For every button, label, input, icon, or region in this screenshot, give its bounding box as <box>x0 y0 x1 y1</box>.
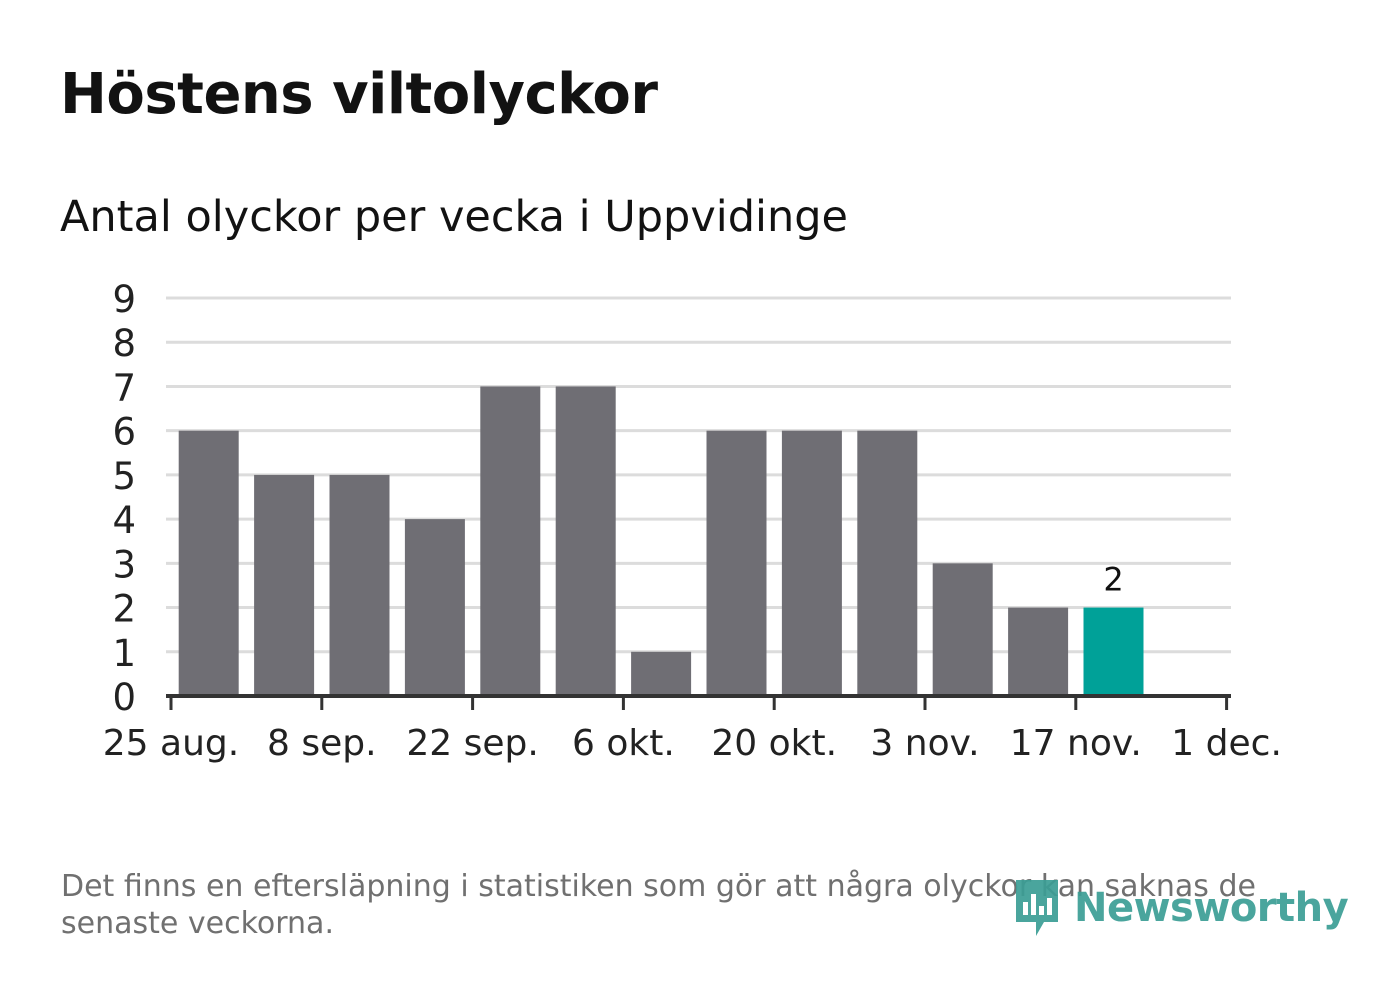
x-tick-label: 6 okt. <box>572 723 675 764</box>
x-tick-label: 22 sep. <box>406 723 538 764</box>
x-axis <box>166 694 1231 710</box>
bar <box>555 386 616 696</box>
grid-lines <box>166 296 1231 654</box>
bar-latest-week <box>1083 607 1144 696</box>
y-tick-label: 2 <box>112 588 136 631</box>
y-tick-label: 7 <box>112 366 136 409</box>
y-tick-label: 6 <box>112 411 136 454</box>
bar <box>1008 607 1069 696</box>
chart-title: Höstens viltolyckor <box>60 62 658 127</box>
chart-subtitle: Antal olyckor per vecka i Uppvidinge <box>60 192 848 242</box>
bar <box>857 430 918 696</box>
data-label: 2 <box>1103 561 1123 599</box>
x-tick-label: 8 sep. <box>267 723 377 764</box>
y-tick-label: 3 <box>112 543 136 586</box>
bar <box>254 474 315 696</box>
bar <box>329 474 390 696</box>
x-tick-label: 3 nov. <box>870 723 979 764</box>
y-tick-label: 1 <box>112 632 136 675</box>
y-tick-label: 5 <box>112 455 136 498</box>
bar <box>404 519 465 696</box>
y-tick-label: 9 <box>112 278 136 321</box>
bar <box>631 651 692 696</box>
y-tick-label: 0 <box>112 676 136 719</box>
y-tick-label: 8 <box>112 322 136 365</box>
x-tick-label: 1 dec. <box>1171 723 1282 764</box>
x-axis-tick-labels: 25 aug. 8 sep. 22 sep. 6 okt. 20 okt. 3 nov. 1… <box>103 723 1282 764</box>
data-labels: 2 <box>1103 561 1123 599</box>
bars <box>178 386 1144 696</box>
x-tick-label: 17 nov. <box>1010 723 1142 764</box>
bar <box>781 430 842 696</box>
bar <box>480 386 541 696</box>
x-tick-label: 20 okt. <box>711 723 837 764</box>
bar <box>706 430 767 696</box>
bar <box>178 430 239 696</box>
x-tick-label: 25 aug. <box>103 723 239 764</box>
newsworthy-logo-text: Newsworthy <box>1074 885 1349 931</box>
y-tick-label: 4 <box>112 499 136 542</box>
bar <box>932 563 993 696</box>
newsworthy-logo: Newsworthy <box>1012 876 1349 940</box>
newsworthy-logo-icon <box>1016 880 1058 936</box>
